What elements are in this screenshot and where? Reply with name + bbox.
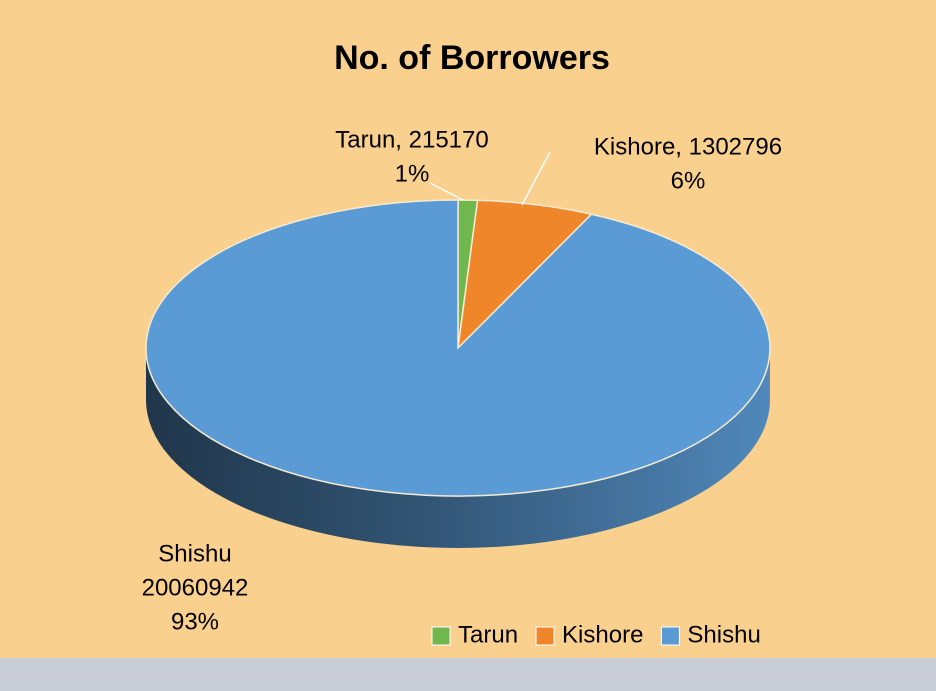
legend-label: Tarun (458, 621, 518, 648)
leader-line (521, 151, 551, 206)
legend-swatch (431, 626, 451, 646)
legend-label: Kishore (562, 621, 643, 648)
data-label: Tarun, 215170 (335, 126, 488, 153)
slice (456, 199, 593, 351)
data-label: 20060942 (142, 574, 249, 601)
slice (145, 199, 771, 497)
legend-swatch (535, 626, 555, 646)
legend-swatch (660, 626, 680, 646)
legend-label: Shishu (687, 621, 760, 648)
data-label: 6% (671, 167, 706, 194)
data-label: Kishore, 1302796 (594, 133, 782, 160)
data-label: Shishu (158, 540, 231, 567)
leader-line (429, 182, 464, 201)
bottom-strip (0, 658, 936, 691)
chart-title: No. of Borrowers (334, 39, 610, 77)
slice-side (146, 348, 770, 548)
data-label: 93% (171, 608, 219, 635)
data-label: 1% (395, 160, 430, 187)
